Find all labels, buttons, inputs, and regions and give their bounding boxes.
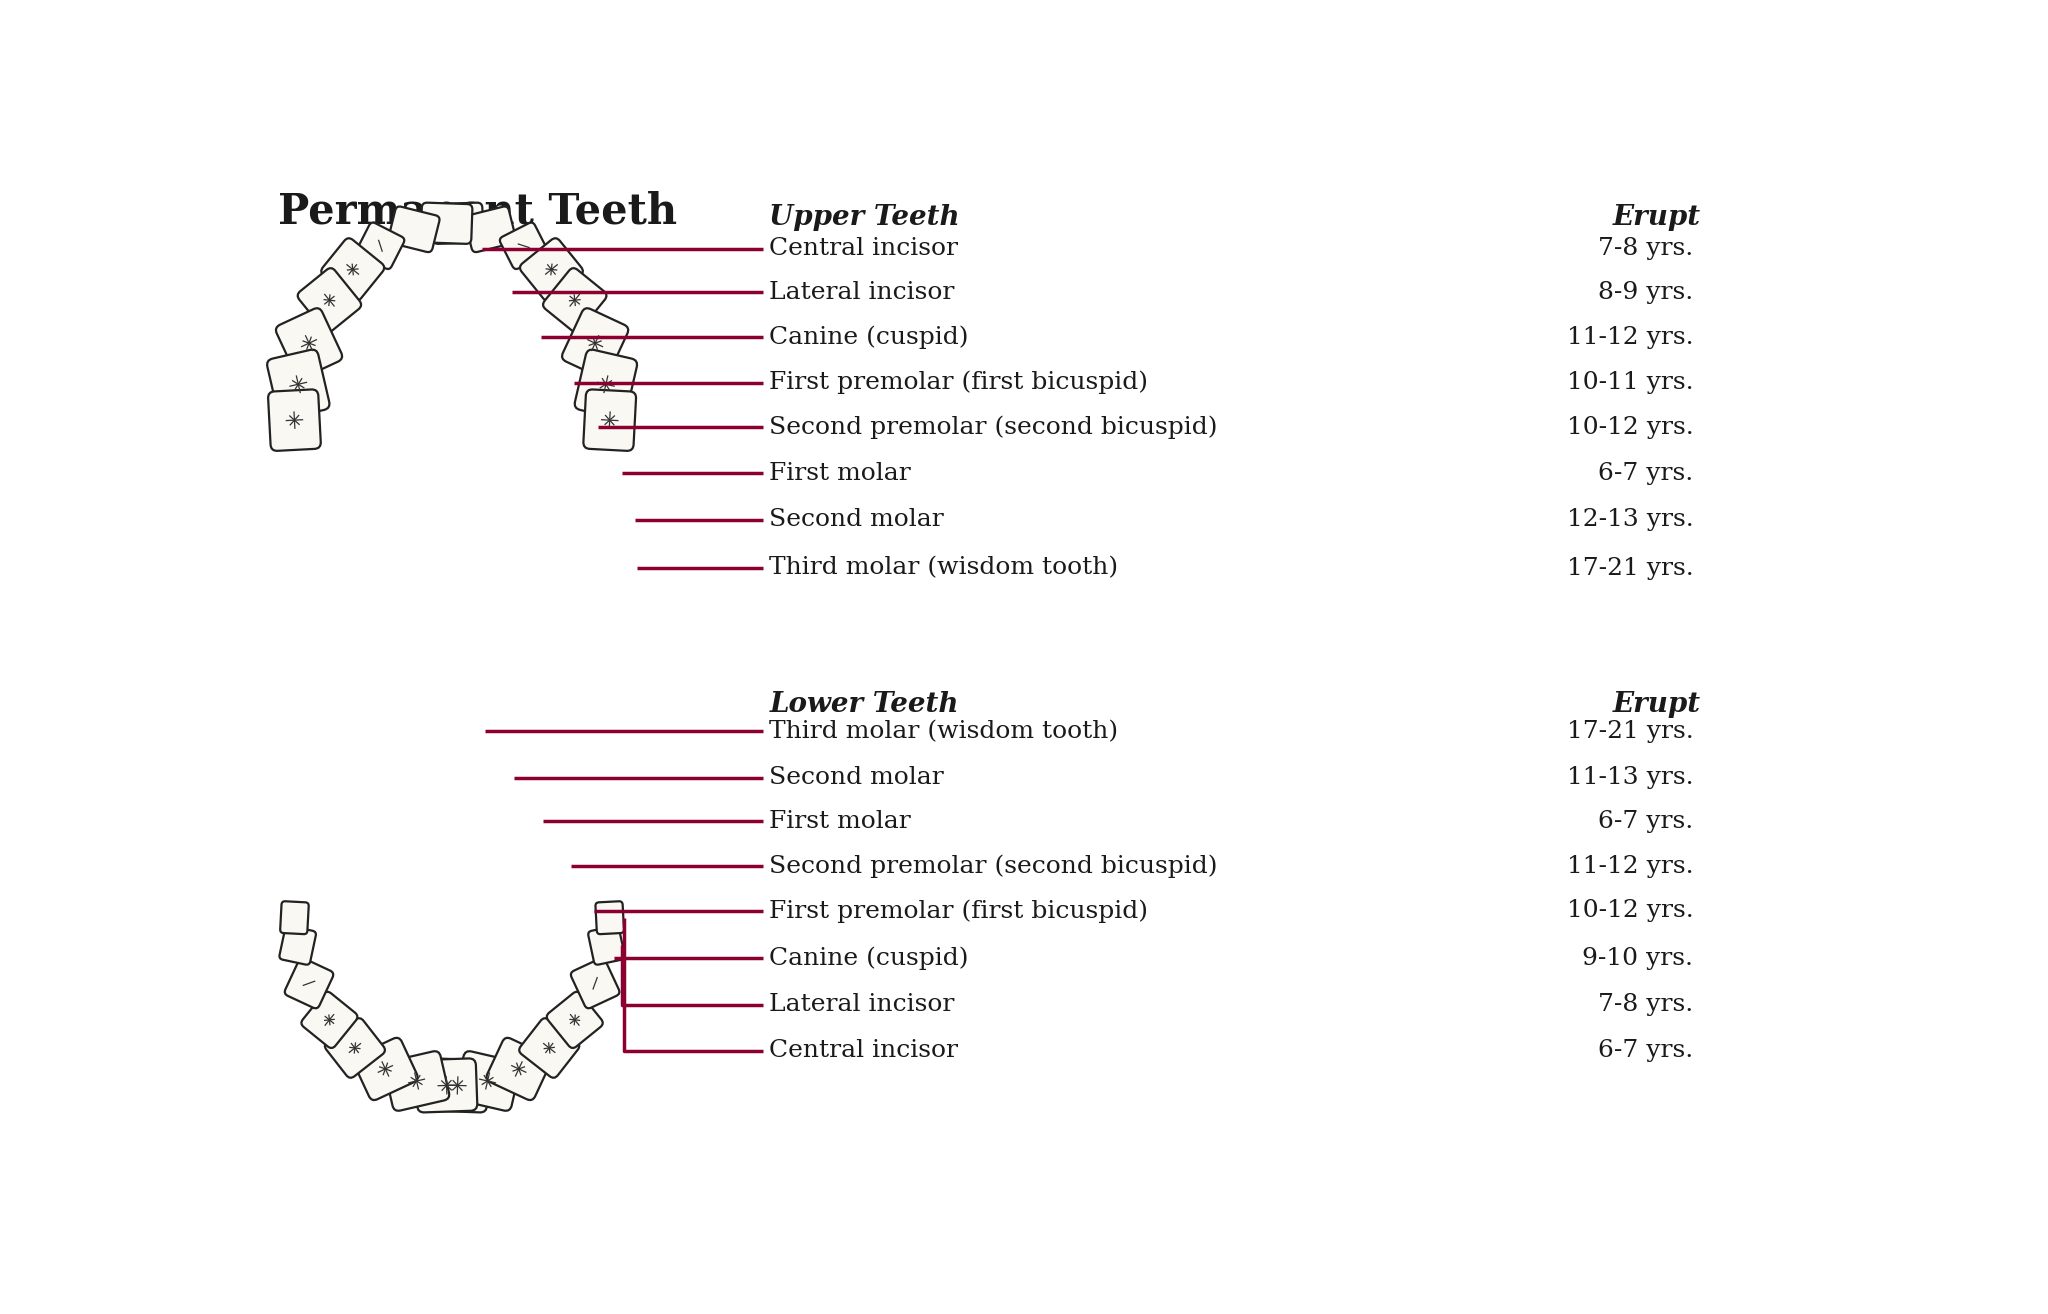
- FancyBboxPatch shape: [465, 206, 516, 252]
- Text: First molar: First molar: [770, 809, 911, 833]
- Text: Erupt: Erupt: [1614, 204, 1702, 231]
- FancyBboxPatch shape: [575, 350, 637, 419]
- Text: Central incisor: Central incisor: [770, 1039, 958, 1063]
- FancyBboxPatch shape: [520, 1018, 580, 1077]
- Text: 10-11 yrs.: 10-11 yrs.: [1567, 371, 1694, 394]
- Text: 7-8 yrs.: 7-8 yrs.: [1597, 993, 1694, 1016]
- Text: First premolar (first bicuspid): First premolar (first bicuspid): [770, 371, 1149, 394]
- FancyBboxPatch shape: [520, 238, 584, 301]
- Text: 11-12 yrs.: 11-12 yrs.: [1567, 326, 1694, 348]
- Text: 6-7 yrs.: 6-7 yrs.: [1597, 809, 1694, 833]
- FancyBboxPatch shape: [301, 992, 358, 1049]
- Text: 11-13 yrs.: 11-13 yrs.: [1567, 766, 1694, 788]
- Text: 10-12 yrs.: 10-12 yrs.: [1567, 899, 1694, 922]
- FancyBboxPatch shape: [420, 202, 473, 244]
- FancyBboxPatch shape: [268, 389, 322, 451]
- Text: 12-13 yrs.: 12-13 yrs.: [1567, 509, 1694, 531]
- FancyBboxPatch shape: [426, 1059, 487, 1113]
- Text: 7-8 yrs.: 7-8 yrs.: [1597, 237, 1694, 260]
- FancyBboxPatch shape: [500, 222, 547, 269]
- FancyBboxPatch shape: [596, 901, 625, 934]
- Text: Second premolar (second bicuspid): Second premolar (second bicuspid): [770, 854, 1219, 878]
- Text: Permanent Teeth: Permanent Teeth: [279, 191, 678, 233]
- Text: Second molar: Second molar: [770, 509, 944, 531]
- Text: Third molar (wisdom tooth): Third molar (wisdom tooth): [770, 557, 1118, 579]
- FancyBboxPatch shape: [543, 268, 606, 332]
- FancyBboxPatch shape: [322, 238, 385, 301]
- FancyBboxPatch shape: [571, 958, 618, 1008]
- FancyBboxPatch shape: [326, 1018, 385, 1077]
- FancyBboxPatch shape: [352, 1038, 418, 1100]
- FancyBboxPatch shape: [547, 992, 602, 1049]
- Text: Canine (cuspid): Canine (cuspid): [770, 326, 969, 348]
- Text: Lateral incisor: Lateral incisor: [770, 993, 954, 1016]
- Text: Central incisor: Central incisor: [770, 237, 958, 260]
- Text: 10-12 yrs.: 10-12 yrs.: [1567, 415, 1694, 439]
- FancyBboxPatch shape: [584, 389, 637, 451]
- Text: Erupt: Erupt: [1614, 691, 1702, 717]
- FancyBboxPatch shape: [266, 350, 330, 419]
- Text: First molar: First molar: [770, 463, 911, 485]
- Text: 11-12 yrs.: 11-12 yrs.: [1567, 854, 1694, 878]
- Text: Third molar (wisdom tooth): Third molar (wisdom tooth): [770, 720, 1118, 742]
- FancyBboxPatch shape: [281, 901, 309, 934]
- Text: 6-7 yrs.: 6-7 yrs.: [1597, 463, 1694, 485]
- FancyBboxPatch shape: [588, 926, 625, 964]
- FancyBboxPatch shape: [279, 926, 315, 964]
- FancyBboxPatch shape: [455, 1051, 520, 1110]
- FancyBboxPatch shape: [487, 1038, 551, 1100]
- FancyBboxPatch shape: [276, 309, 342, 378]
- FancyBboxPatch shape: [297, 268, 360, 332]
- Text: 17-21 yrs.: 17-21 yrs.: [1567, 557, 1694, 579]
- Text: 17-21 yrs.: 17-21 yrs.: [1567, 720, 1694, 742]
- FancyBboxPatch shape: [389, 206, 440, 252]
- Text: Second premolar (second bicuspid): Second premolar (second bicuspid): [770, 415, 1219, 439]
- Text: 9-10 yrs.: 9-10 yrs.: [1583, 947, 1694, 970]
- Text: Upper Teeth: Upper Teeth: [770, 204, 961, 231]
- Text: Lower Teeth: Lower Teeth: [770, 691, 958, 717]
- Text: Canine (cuspid): Canine (cuspid): [770, 946, 969, 970]
- FancyBboxPatch shape: [383, 1051, 449, 1110]
- Text: First premolar (first bicuspid): First premolar (first bicuspid): [770, 899, 1149, 922]
- FancyBboxPatch shape: [356, 222, 403, 269]
- Text: Second molar: Second molar: [770, 766, 944, 788]
- Text: 8-9 yrs.: 8-9 yrs.: [1597, 281, 1694, 304]
- Text: 6-7 yrs.: 6-7 yrs.: [1597, 1039, 1694, 1063]
- Text: Lateral incisor: Lateral incisor: [770, 281, 954, 304]
- FancyBboxPatch shape: [416, 1059, 477, 1113]
- FancyBboxPatch shape: [561, 309, 629, 378]
- FancyBboxPatch shape: [432, 202, 483, 244]
- FancyBboxPatch shape: [285, 958, 334, 1008]
